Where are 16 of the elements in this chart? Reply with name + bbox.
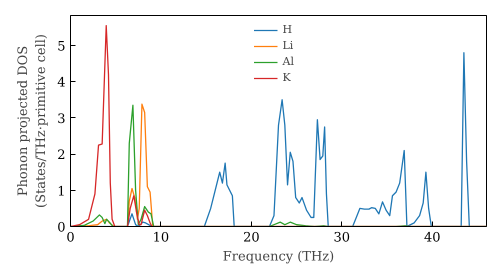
legend-label: K (282, 71, 292, 84)
y-tick-label: 3 (57, 112, 66, 127)
legend-label: Al (282, 55, 295, 68)
x-tick-label: 20 (243, 230, 260, 246)
y-tick-label: 1 (57, 184, 66, 200)
x-tick-label: 10 (152, 230, 170, 246)
x-tick-label: 40 (424, 230, 441, 246)
legend-label: Li (282, 39, 294, 52)
y-tick-label: 2 (57, 148, 66, 164)
x-axis-title: Frequency (THz) (222, 250, 334, 264)
y-tick-label: 5 (57, 40, 66, 55)
y-tick-label: 0 (57, 220, 66, 236)
y-axis-title: Phonon projected DOS (States/THz·primitive cell) (16, 34, 50, 208)
x-tick-label: 30 (334, 230, 350, 246)
y-tick-label: 4 (57, 76, 66, 91)
legend-label: H (282, 23, 294, 36)
